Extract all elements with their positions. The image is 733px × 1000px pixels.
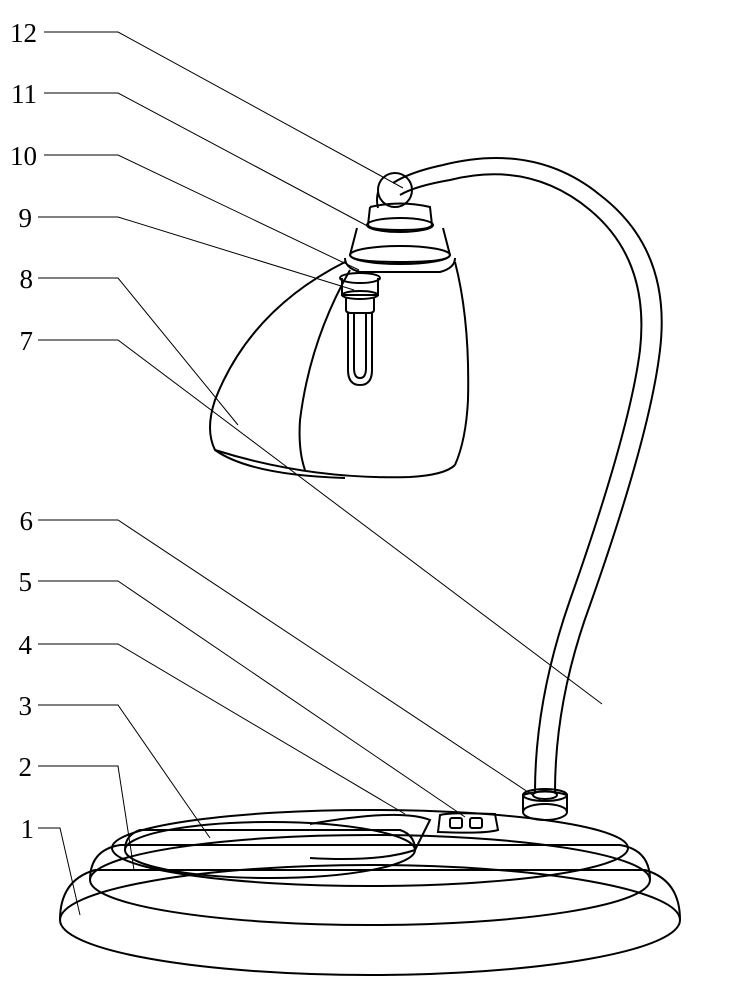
lamp-diagram — [0, 0, 733, 1000]
